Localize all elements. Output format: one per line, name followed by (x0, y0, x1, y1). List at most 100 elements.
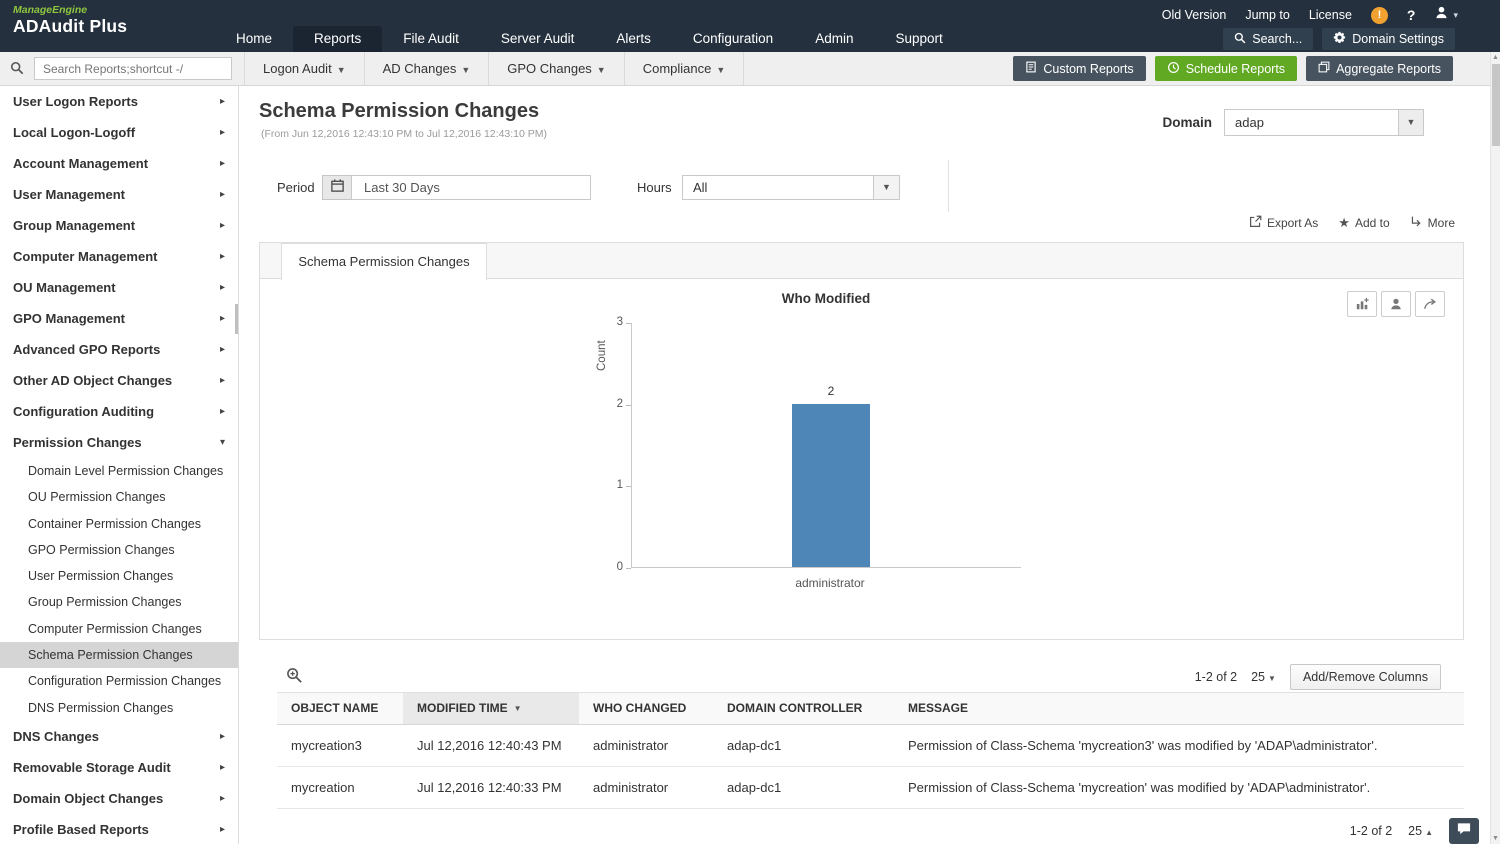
sidebar-subitem-domain-level-permission-changes[interactable]: Domain Level Permission Changes (0, 458, 238, 484)
table-row[interactable]: mycreation Jul 12,2016 12:40:33 PM admin… (277, 767, 1464, 809)
chart-type-icon[interactable] (1347, 291, 1377, 317)
menu-logon-audit[interactable]: Logon Audit ▼ (244, 52, 365, 85)
column-header-object-name[interactable]: OBJECT NAME (291, 701, 379, 715)
column-header-who-changed[interactable]: WHO CHANGED (593, 701, 687, 715)
sidebar-item-label: GPO Management (13, 311, 125, 326)
sidebar-item-removable-storage-audit[interactable]: Removable Storage Audit ▸ (0, 752, 238, 783)
sidebar-scrollbar-thumb[interactable] (235, 304, 238, 334)
export-as-link[interactable]: Export As (1249, 215, 1318, 231)
tab-schema-permission-changes[interactable]: Schema Permission Changes (281, 243, 487, 280)
sidebar-item-configuration-auditing[interactable]: Configuration Auditing ▸ (0, 396, 238, 427)
sidebar-item-gpo-management[interactable]: GPO Management ▸ (0, 303, 238, 334)
jump-to-link[interactable]: Jump to (1245, 8, 1290, 22)
table-search-icon[interactable] (286, 667, 303, 689)
add-to-link[interactable]: ★ Add to (1338, 215, 1389, 231)
calendar-icon (330, 178, 345, 198)
sidebar-subitem-label: GPO Permission Changes (28, 542, 175, 557)
sidebar-item-dns-changes[interactable]: DNS Changes ▸ (0, 721, 238, 752)
y-tickmark (626, 568, 631, 569)
chevron-right-icon: ▸ (219, 792, 225, 804)
menu-gpo-changes[interactable]: GPO Changes ▼ (489, 52, 625, 85)
column-header-modified-time[interactable]: MODIFIED TIME ▼ (403, 693, 579, 724)
page-size-select-bottom[interactable]: 25 ▲ (1408, 824, 1433, 838)
page-size-select[interactable]: 25 ▼ (1251, 670, 1276, 684)
sidebar-subitem-computer-permission-changes[interactable]: Computer Permission Changes (0, 616, 238, 642)
nav-item-alerts[interactable]: Alerts (616, 31, 651, 46)
help-icon[interactable]: ? (1406, 7, 1416, 23)
sidebar-subitem-container-permission-changes[interactable]: Container Permission Changes (0, 511, 238, 537)
sidebar-item-local-logon-logoff[interactable]: Local Logon-Logoff ▸ (0, 117, 238, 148)
sidebar-item-user-management[interactable]: User Management ▸ (0, 179, 238, 210)
cell-who-changed: administrator (593, 780, 669, 795)
notification-icon[interactable]: ! (1370, 6, 1388, 24)
sidebar-subitem-schema-permission-changes[interactable]: Schema Permission Changes (0, 642, 238, 669)
scrollbar-thumb[interactable] (1492, 64, 1500, 146)
page-scrollbar[interactable]: ▲ ▼ (1490, 52, 1500, 844)
domain-settings-button[interactable]: Domain Settings (1322, 28, 1455, 50)
sidebar-item-account-management[interactable]: Account Management ▸ (0, 148, 238, 179)
sidebar-item-user-logon-reports[interactable]: User Logon Reports ▸ (0, 86, 238, 117)
page-size-value: 25 (1408, 824, 1423, 838)
sidebar-item-domain-object-changes[interactable]: Domain Object Changes ▸ (0, 783, 238, 814)
calendar-button[interactable] (322, 175, 352, 200)
sidebar-subitem-user-permission-changes[interactable]: User Permission Changes (0, 563, 238, 589)
chart-export-icon[interactable] (1415, 291, 1445, 317)
nav-item-home[interactable]: Home (236, 31, 273, 46)
chart-plot-area: 2 (631, 323, 1021, 568)
nav-item-server-audit[interactable]: Server Audit (500, 31, 575, 46)
report-search-input[interactable] (34, 57, 232, 80)
sidebar-subitem-gpo-permission-changes[interactable]: GPO Permission Changes (0, 537, 238, 563)
sidebar-item-other-ad-object-changes[interactable]: Other AD Object Changes ▸ (0, 365, 238, 396)
add-remove-columns-button[interactable]: Add/Remove Columns (1289, 664, 1441, 690)
sidebar-subitem-group-permission-changes[interactable]: Group Permission Changes (0, 589, 238, 615)
domain-select[interactable]: adap ▼ (1224, 109, 1424, 136)
sidebar-item-computer-management[interactable]: Computer Management ▸ (0, 241, 238, 272)
gear-icon (1333, 31, 1346, 47)
aggregate-reports-label: Aggregate Reports (1336, 61, 1441, 76)
global-search-button[interactable]: Search... (1223, 28, 1314, 50)
bar[interactable] (792, 404, 870, 567)
chart-user-icon[interactable] (1381, 291, 1411, 317)
hours-select[interactable]: All ▼ (682, 175, 900, 200)
nav-item-support[interactable]: Support (895, 31, 943, 46)
feedback-chat-button[interactable] (1449, 818, 1479, 844)
cell-message: Permission of Class-Schema 'mycreation' … (908, 780, 1371, 795)
more-link[interactable]: More (1410, 215, 1455, 231)
sidebar-item-label: Permission Changes (13, 435, 142, 450)
sidebar-item-ou-management[interactable]: OU Management ▸ (0, 272, 238, 303)
sidebar-item-profile-based-reports[interactable]: Profile Based Reports ▸ (0, 814, 238, 844)
chevron-right-icon: ▸ (219, 375, 225, 386)
column-header-domain-controller[interactable]: DOMAIN CONTROLLER (727, 701, 863, 715)
domain-selector-row: Domain adap ▼ (1162, 109, 1424, 136)
old-version-link[interactable]: Old Version (1161, 8, 1227, 22)
sidebar-item-advanced-gpo-reports[interactable]: Advanced GPO Reports ▸ (0, 334, 238, 365)
menu-compliance[interactable]: Compliance ▼ (625, 52, 745, 85)
sidebar-subitem-dns-permission-changes[interactable]: DNS Permission Changes (0, 695, 238, 721)
scroll-down-icon[interactable]: ▼ (1492, 835, 1499, 842)
sidebar-subitem-ou-permission-changes[interactable]: OU Permission Changes (0, 484, 238, 510)
table-row[interactable]: mycreation3 Jul 12,2016 12:40:43 PM admi… (277, 725, 1464, 767)
toolbar-buttons: Custom Reports Schedule Reports Aggregat… (1013, 56, 1453, 81)
period-input[interactable] (351, 175, 591, 200)
aggregate-reports-button[interactable]: Aggregate Reports (1306, 56, 1453, 81)
scroll-up-icon[interactable]: ▲ (1492, 54, 1499, 61)
chevron-right-icon: ▸ (219, 189, 225, 200)
nav-item-admin[interactable]: Admin (815, 31, 854, 46)
nav-item-configuration[interactable]: Configuration (692, 31, 774, 46)
add-to-label: Add to (1354, 216, 1390, 230)
cell-domain-controller: adap-dc1 (727, 780, 782, 795)
user-menu[interactable]: ▾ (1434, 5, 1458, 25)
sidebar-item-group-management[interactable]: Group Management ▸ (0, 210, 238, 241)
column-header-message[interactable]: MESSAGE (908, 701, 969, 715)
domain-select-value: adap (1235, 115, 1264, 130)
schedule-reports-button[interactable]: Schedule Reports (1154, 56, 1298, 81)
table-footer: 1-2 of 2 25 ▲ (1350, 818, 1479, 844)
custom-reports-button[interactable]: Custom Reports (1013, 56, 1146, 81)
nav-item-reports[interactable]: Reports (293, 26, 383, 52)
sidebar-item-permission-changes[interactable]: Permission Changes ▾ (0, 427, 238, 458)
sidebar-subitem-configuration-permission-changes[interactable]: Configuration Permission Changes (0, 668, 238, 694)
menu-ad-changes[interactable]: AD Changes ▼ (365, 52, 490, 85)
license-link[interactable]: License (1308, 8, 1352, 22)
nav-item-file-audit[interactable]: File Audit (403, 31, 459, 46)
custom-reports-label: Custom Reports (1043, 61, 1134, 76)
